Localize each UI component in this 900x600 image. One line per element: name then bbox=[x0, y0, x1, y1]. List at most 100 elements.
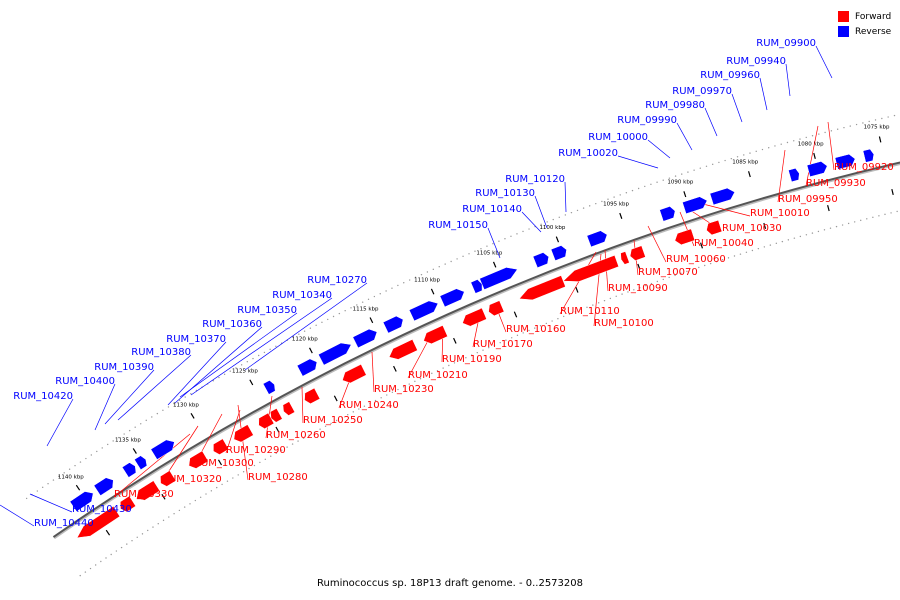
kbp-tick-mark bbox=[190, 413, 195, 419]
reverse-gene-label: RUM_10140 bbox=[462, 204, 522, 215]
forward-gene-arrow bbox=[76, 505, 121, 539]
forward-gene-label: RUM_10330 bbox=[114, 489, 174, 500]
leader-line bbox=[827, 121, 835, 171]
reverse-gene-arrow bbox=[806, 161, 828, 178]
reverse-gene-label: RUM_10000 bbox=[588, 132, 648, 143]
reverse-gene-arrow bbox=[262, 380, 276, 395]
gene-arrows bbox=[69, 148, 875, 539]
kbp-tick-mark bbox=[683, 191, 687, 198]
leader-line bbox=[702, 203, 751, 217]
reverse-gene-arrow bbox=[382, 315, 404, 334]
forward-gene-label: RUM_10190 bbox=[442, 354, 502, 365]
reverse-gene-label: RUM_09970 bbox=[672, 86, 732, 97]
genome-backbone bbox=[52, 161, 900, 540]
forward-gene-label: RUM_10240 bbox=[339, 400, 399, 411]
kbp-tick-label: 1115 kbp bbox=[353, 306, 379, 312]
leader-line bbox=[117, 354, 192, 421]
kbp-tick-mark bbox=[575, 286, 579, 293]
forward-gene-arrow bbox=[706, 219, 723, 236]
reverse-gene-arrow bbox=[439, 288, 465, 308]
kbp-tick-label: 1080 kbp bbox=[798, 141, 824, 147]
kbp-tick-label: 1085 kbp bbox=[732, 160, 758, 166]
kbp-tick-mark bbox=[813, 152, 816, 159]
legend-forward-label: Forward bbox=[855, 11, 892, 22]
forward-gene-label: RUM_10170 bbox=[473, 339, 533, 350]
forward-gene-label: RUM_10160 bbox=[506, 324, 566, 335]
reverse-gene-arrow bbox=[69, 491, 94, 512]
leader-line bbox=[407, 336, 431, 379]
reverse-gene-arrow bbox=[93, 477, 114, 496]
leader-line bbox=[731, 93, 743, 123]
forward-gene-label: RUM_10320 bbox=[162, 474, 222, 485]
forward-gene-arrow bbox=[674, 228, 696, 246]
kbp-tick-mark bbox=[827, 205, 830, 212]
reverse-gene-label: RUM_10430 bbox=[72, 504, 132, 515]
leader-line bbox=[190, 297, 333, 396]
reverse-gene-arrow bbox=[296, 358, 318, 377]
reverse-gene-arrow bbox=[470, 279, 483, 294]
forward-gene-label: RUM_09930 bbox=[806, 178, 866, 189]
leader-line bbox=[704, 107, 718, 137]
kbp-tick-mark bbox=[513, 311, 518, 318]
reverse-gene-arrow bbox=[121, 462, 137, 478]
kbp-tick-label: 1100 kbp bbox=[539, 225, 565, 231]
reverse-gene-arrow bbox=[862, 148, 875, 163]
forward-gene-label: RUM_10040 bbox=[694, 238, 754, 249]
reverse-gene-arrow bbox=[150, 439, 175, 460]
leader-line bbox=[647, 225, 667, 263]
kbp-tick-mark bbox=[393, 365, 397, 372]
reverse-gene-label: RUM_09940 bbox=[726, 56, 786, 67]
leader-line bbox=[521, 211, 542, 233]
kbp-tick-mark bbox=[637, 263, 641, 270]
kbp-tick-mark bbox=[75, 484, 81, 491]
forward-gene-arrow bbox=[388, 339, 418, 360]
leader-line bbox=[617, 155, 659, 169]
reverse-gene-label: RUM_10370 bbox=[166, 334, 226, 345]
leader-line bbox=[301, 386, 304, 424]
kbp-tick-label: 1130 kbp bbox=[173, 402, 199, 408]
gene-labels: RUM_09900 RUM_09940 RUM_09960 RUM_09970 RUM_… bbox=[13, 38, 893, 529]
reverse-gene-label: RUM_10390 bbox=[94, 362, 154, 373]
leader-line bbox=[487, 227, 501, 259]
leader-line bbox=[174, 326, 263, 404]
kbp-tick-mark bbox=[217, 459, 223, 466]
forward-gene-arrow bbox=[629, 245, 646, 261]
reverse-gene-label: RUM_10020 bbox=[558, 148, 618, 159]
kbp-tick-mark bbox=[430, 288, 435, 295]
kbp-tick-label: 1090 kbp bbox=[667, 180, 693, 186]
figure-caption: Ruminococcus sp. 18P13 draft genome. - 0… bbox=[316, 578, 583, 589]
kbp-tick-mark bbox=[700, 242, 704, 249]
kbp-tick-label: 1105 kbp bbox=[476, 250, 502, 256]
reverse-gene-arrow bbox=[352, 328, 378, 349]
kbp-tick-mark bbox=[891, 188, 894, 196]
forward-gene-arrow bbox=[270, 408, 283, 423]
reverse-gene-arrow bbox=[586, 230, 608, 248]
kbp-tick-mark bbox=[309, 347, 313, 354]
forward-gene-label: RUM_10260 bbox=[266, 430, 326, 441]
reverse-gene-label: RUM_10130 bbox=[475, 188, 535, 199]
reverse-gene-arrow bbox=[532, 252, 549, 269]
forward-gene-arrow bbox=[462, 307, 487, 327]
kbp-tick-mark bbox=[369, 317, 374, 324]
reverse-gene-label: RUM_09900 bbox=[756, 38, 816, 49]
leader-line bbox=[564, 181, 567, 213]
forward-gene-arrow bbox=[213, 438, 230, 455]
reverse-gene-label: RUM_10360 bbox=[202, 319, 262, 330]
forward-gene-arrow bbox=[620, 251, 630, 265]
reverse-gene-arrow bbox=[682, 196, 708, 215]
leader-line bbox=[647, 139, 671, 159]
kbp-ticks: 1075 kbp 1080 kbp 1085 kbp 1090 kbp 1095 kbp… bbox=[58, 125, 894, 536]
leader-line bbox=[0, 504, 35, 527]
kbp-tick-label: 1120 kbp bbox=[292, 337, 318, 343]
leader-line bbox=[534, 195, 548, 229]
forward-gene-label: RUM_10250 bbox=[303, 415, 363, 426]
reverse-gene-label: RUM_10380 bbox=[131, 347, 191, 358]
reverse-gene-arrow bbox=[709, 187, 736, 206]
forward-gene-arrow bbox=[136, 480, 161, 501]
leader-line bbox=[179, 312, 298, 398]
reverse-gene-arrow bbox=[550, 245, 567, 261]
forward-gene-arrow bbox=[233, 424, 254, 443]
leader-line bbox=[759, 77, 768, 111]
leader-line bbox=[46, 398, 74, 447]
